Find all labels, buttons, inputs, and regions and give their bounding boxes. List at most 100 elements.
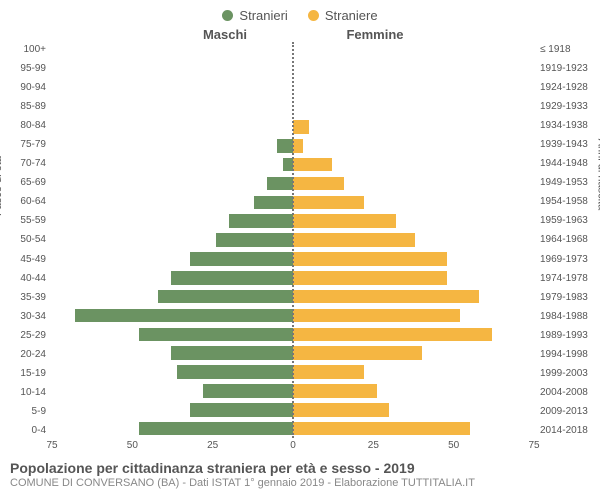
yaxis-tick-birth: 1974-1978 (540, 273, 600, 284)
bar-female (293, 214, 396, 228)
yaxis-left-label: Fasce di età (0, 156, 4, 216)
yaxis-tick-age: 40-44 (0, 273, 46, 284)
header-female: Femmine (300, 27, 450, 42)
bar-male (267, 177, 293, 191)
bar-male (139, 422, 293, 436)
yaxis-tick-birth: 1954-1958 (540, 196, 600, 207)
xaxis-tick: 25 (207, 440, 218, 451)
bar-female (293, 196, 364, 210)
yaxis-tick-birth: 1924-1928 (540, 82, 600, 93)
bar-female (293, 346, 422, 360)
bar-female (293, 403, 389, 417)
bar-male (203, 384, 293, 398)
xaxis-tick: 75 (528, 440, 539, 451)
legend: Stranieri Straniere (0, 0, 600, 27)
bar-female (293, 309, 460, 323)
xaxis-tick: 50 (127, 440, 138, 451)
center-divider (292, 42, 294, 438)
yaxis-left: 100+ 95-99 90-94 85-89 80-84 75-79 70-74 65-69 6… (0, 42, 52, 438)
legend-item-male: Stranieri (222, 8, 287, 23)
yaxis-tick-birth: 2014-2018 (540, 425, 600, 436)
bar-male (190, 252, 293, 266)
yaxis-tick-age: 100+ (0, 44, 46, 55)
bar-male (216, 233, 293, 247)
yaxis-tick-age: 10-14 (0, 387, 46, 398)
xaxis-tick: 50 (448, 440, 459, 451)
xaxis-tick: 25 (368, 440, 379, 451)
yaxis-tick-age: 75-79 (0, 139, 46, 150)
bar-male (171, 271, 293, 285)
column-headers: Maschi Femmine (0, 27, 600, 42)
yaxis-tick-age: 15-19 (0, 368, 46, 379)
yaxis-tick-age: 65-69 (0, 177, 46, 188)
yaxis-tick-age: 95-99 (0, 63, 46, 74)
xaxis: 75 50 25 0 25 50 75 (0, 440, 600, 454)
yaxis-tick-age: 0-4 (0, 425, 46, 436)
bar-male (254, 196, 293, 210)
legend-swatch-male (222, 10, 233, 21)
bar-male (171, 346, 293, 360)
yaxis-tick-birth: 1999-2003 (540, 368, 600, 379)
chart-title: Popolazione per cittadinanza straniera p… (0, 454, 600, 476)
legend-swatch-female (308, 10, 319, 21)
yaxis-tick-birth: 1939-1943 (540, 139, 600, 150)
yaxis-right: ≤ 1918 1919-1923 1924-1928 1929-1933 1934-19… (534, 42, 600, 438)
bar-female (293, 252, 447, 266)
bar-male (229, 214, 293, 228)
yaxis-tick-age: 50-54 (0, 234, 46, 245)
bar-male (158, 290, 293, 304)
yaxis-tick-age: 85-89 (0, 101, 46, 112)
yaxis-tick-age: 35-39 (0, 292, 46, 303)
bar-male (277, 139, 293, 153)
legend-item-female: Straniere (308, 8, 378, 23)
yaxis-tick-birth: 1994-1998 (540, 349, 600, 360)
yaxis-tick-age: 20-24 (0, 349, 46, 360)
bar-female (293, 233, 415, 247)
bar-female (293, 384, 377, 398)
yaxis-tick-birth: 2009-2013 (540, 406, 600, 417)
chart-subtitle: COMUNE DI CONVERSANO (BA) - Dati ISTAT 1… (0, 476, 600, 489)
bar-female (293, 177, 344, 191)
bar-female (293, 290, 479, 304)
yaxis-tick-age: 5-9 (0, 406, 46, 417)
yaxis-tick-birth: 1969-1973 (540, 254, 600, 265)
bar-male (139, 328, 293, 342)
yaxis-tick-age: 30-34 (0, 311, 46, 322)
xaxis-tick: 75 (46, 440, 57, 451)
pyramid-chart: Fasce di età 100+ 95-99 90-94 85-89 80-84 75-… (0, 42, 600, 438)
bar-male (75, 309, 294, 323)
yaxis-tick-age: 60-64 (0, 196, 46, 207)
header-male: Maschi (150, 27, 300, 42)
yaxis-tick-birth: 1949-1953 (540, 177, 600, 188)
yaxis-tick-age: 55-59 (0, 215, 46, 226)
yaxis-tick-birth: 1919-1923 (540, 63, 600, 74)
yaxis-tick-age: 90-94 (0, 82, 46, 93)
yaxis-tick-age: 70-74 (0, 158, 46, 169)
bar-female (293, 365, 364, 379)
yaxis-tick-birth: 1989-1993 (540, 330, 600, 341)
legend-label-female: Straniere (325, 8, 378, 23)
bar-female (293, 158, 332, 172)
bar-male (190, 403, 293, 417)
yaxis-tick-birth: 1984-1988 (540, 311, 600, 322)
yaxis-tick-age: 80-84 (0, 120, 46, 131)
bar-female (293, 328, 492, 342)
bar-female (293, 271, 447, 285)
yaxis-right-label: Anni di nascita (596, 139, 600, 211)
bar-female (293, 120, 309, 134)
legend-label-male: Stranieri (239, 8, 287, 23)
yaxis-tick-birth: 2004-2008 (540, 387, 600, 398)
bar-female (293, 422, 470, 436)
bar-female (293, 139, 303, 153)
yaxis-tick-birth: ≤ 1918 (540, 44, 600, 55)
yaxis-tick-birth: 1929-1933 (540, 101, 600, 112)
yaxis-tick-age: 45-49 (0, 254, 46, 265)
yaxis-tick-birth: 1964-1968 (540, 234, 600, 245)
yaxis-tick-birth: 1979-1983 (540, 292, 600, 303)
yaxis-tick-birth: 1934-1938 (540, 120, 600, 131)
xaxis-tick: 0 (290, 440, 296, 451)
plot-area (52, 42, 534, 438)
bar-male (177, 365, 293, 379)
yaxis-tick-birth: 1959-1963 (540, 215, 600, 226)
yaxis-tick-age: 25-29 (0, 330, 46, 341)
